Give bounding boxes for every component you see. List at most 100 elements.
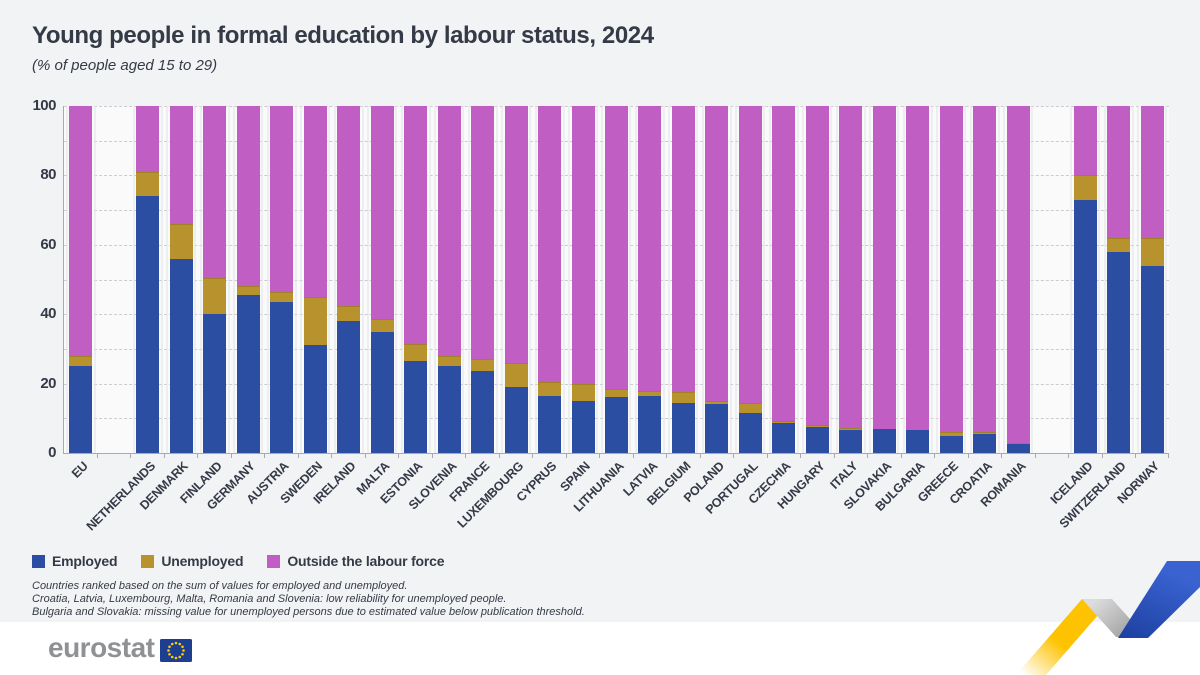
segment-outside — [471, 106, 495, 360]
bar-column — [635, 106, 665, 453]
slot-norway: NORWAY — [1115, 106, 1170, 506]
slot-gap — [97, 106, 132, 458]
bar-column — [1003, 106, 1033, 453]
bar-belgium — [671, 106, 695, 453]
slot-latvia: LATVIA — [620, 106, 668, 499]
segment-unemployed — [772, 421, 796, 424]
slot-switzerland: SWITZERLAND — [1057, 106, 1136, 531]
segment-unemployed — [705, 400, 729, 405]
slot-portugal: PORTUGAL — [703, 106, 768, 517]
slot-france: FRANCE — [447, 106, 500, 504]
bar-iceland — [1073, 106, 1097, 453]
slot-germany: GERMANY — [204, 106, 266, 513]
slot-romania: ROMANIA — [978, 106, 1036, 510]
segment-outside — [738, 106, 762, 403]
bar-column — [233, 106, 263, 453]
segment-outside — [604, 106, 628, 389]
segment-unemployed — [1006, 442, 1030, 445]
segment-employed — [471, 371, 495, 453]
x-axis-tick — [364, 453, 366, 458]
segment-employed — [705, 404, 729, 453]
segment-employed — [437, 366, 461, 453]
bar-column — [300, 106, 330, 453]
bar-column — [601, 106, 631, 453]
bar-austria — [270, 106, 294, 453]
bar-germany — [236, 106, 260, 453]
segment-outside — [1006, 106, 1030, 443]
segment-outside — [538, 106, 562, 382]
segment-employed — [1073, 199, 1097, 453]
bar-ireland — [337, 106, 361, 453]
segment-outside — [69, 106, 93, 356]
bar-column — [836, 106, 866, 453]
slot-poland: POLAND — [681, 106, 735, 505]
bar-switzerland — [1107, 106, 1131, 453]
segment-employed — [805, 426, 829, 453]
x-axis-tick — [163, 453, 165, 458]
segment-outside — [1073, 106, 1097, 176]
segment-outside — [872, 106, 896, 429]
slot-hungary: HUNGARY — [775, 106, 835, 512]
eurostat-logo: eurostat — [48, 632, 193, 664]
x-axis-tick — [1101, 453, 1103, 458]
segment-outside — [705, 106, 729, 401]
x-axis-tick — [1068, 453, 1070, 458]
bar-italy — [839, 106, 863, 453]
bar-luxembourg — [504, 106, 528, 453]
segment-employed — [738, 413, 762, 453]
chart-title: Young people in formal education by labo… — [32, 22, 654, 49]
x-axis-tick — [666, 453, 668, 458]
slot-cyprus: CYPRUS — [514, 106, 567, 504]
segment-unemployed — [337, 305, 361, 322]
segment-employed — [370, 331, 394, 453]
legend-label: Unemployed — [161, 553, 244, 569]
slot-bulgaria: BULGARIA — [873, 106, 936, 514]
slot-malta: MALTA — [354, 106, 400, 497]
segment-outside — [236, 106, 260, 287]
slot-italy: ITALY — [828, 106, 869, 492]
slot-ireland: IRELAND — [311, 106, 366, 507]
segment-employed — [169, 258, 193, 453]
segment-unemployed — [973, 432, 997, 434]
x-axis-tick — [431, 453, 433, 458]
segment-employed — [1006, 444, 1030, 453]
segment-unemployed — [236, 286, 260, 296]
segment-outside — [270, 106, 294, 292]
bar-column — [702, 106, 732, 453]
bar-poland — [705, 106, 729, 453]
slot-croatia: CROATIA — [947, 106, 1003, 507]
bar-romania — [1006, 106, 1030, 453]
segment-unemployed — [1140, 237, 1164, 266]
segment-unemployed — [1107, 237, 1131, 252]
bar-norway — [1140, 106, 1164, 453]
segment-employed — [973, 433, 997, 453]
x-axis-tick — [766, 453, 768, 458]
footer-strip — [0, 622, 1200, 675]
bar-croatia — [973, 106, 997, 453]
segment-outside — [671, 106, 695, 393]
segment-employed — [571, 400, 595, 453]
x-axis-tick — [498, 453, 500, 458]
bar-column — [1137, 106, 1167, 453]
bar-malta — [370, 106, 394, 453]
bar-column — [334, 106, 364, 453]
bar-spain — [571, 106, 595, 453]
slot-gap — [1035, 106, 1070, 458]
segment-unemployed — [604, 388, 628, 398]
segment-unemployed — [839, 428, 863, 431]
segment-employed — [203, 314, 227, 453]
segment-outside — [571, 106, 595, 384]
segment-employed — [1140, 265, 1164, 453]
x-axis-tick — [900, 453, 902, 458]
slot-iceland: ICELAND — [1047, 106, 1103, 507]
bar-column — [468, 106, 498, 453]
segment-employed — [906, 430, 930, 453]
segment-unemployed — [504, 362, 528, 388]
segment-unemployed — [805, 424, 829, 427]
segment-employed — [69, 366, 93, 453]
bar-sweden — [303, 106, 327, 453]
segment-outside — [1140, 106, 1164, 238]
bar-column — [769, 106, 799, 453]
bar-france — [471, 106, 495, 453]
